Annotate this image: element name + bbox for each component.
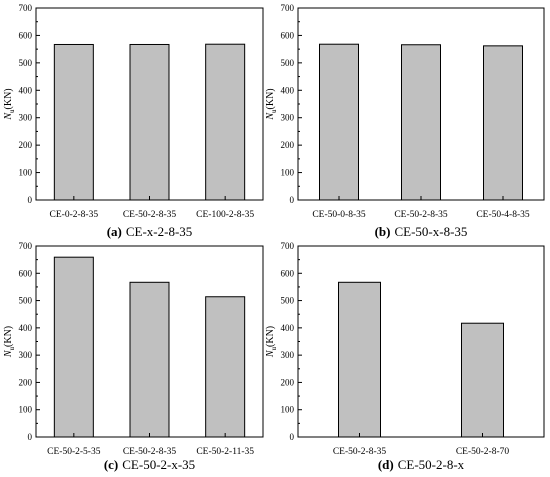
x-category-label: CE-50-0-8-35 <box>312 210 366 220</box>
bar-CE-50-2-11-35 <box>205 296 246 438</box>
x-category-label: CE-50-2-8-35 <box>123 447 177 457</box>
y-axis-label-symbol: N <box>265 112 276 121</box>
panel-caption-letter: (a) <box>107 224 122 239</box>
bar-CE-50-4-8-35 <box>483 45 523 201</box>
y-tick-label: 100 <box>19 405 33 415</box>
y-tick-label: 700 <box>19 3 33 13</box>
y-tick-label: 0 <box>290 195 295 205</box>
y-tick-label: 300 <box>19 350 33 360</box>
y-axis-label: Nu(KN) <box>265 326 278 358</box>
y-tick-label: 600 <box>19 30 33 40</box>
y-axis-label: Nu(KN) <box>3 88 16 120</box>
y-axis-label-symbol: N <box>3 349 14 358</box>
y-tick-label: 200 <box>281 377 295 387</box>
y-tick-label: 200 <box>19 377 33 387</box>
y-axis-label-subscript: u <box>270 109 278 113</box>
x-category-label: CE-50-2-8-35 <box>123 210 177 220</box>
y-tick-label: 400 <box>19 85 33 95</box>
x-category-label: CE-50-2-8-70 <box>456 447 510 457</box>
y-tick-label: 100 <box>19 168 33 178</box>
bar-CE-50-2-8-35 <box>129 43 170 201</box>
y-tick-label: 500 <box>281 296 295 306</box>
y-tick-label: 500 <box>19 296 33 306</box>
y-tick-label: 500 <box>281 58 295 68</box>
bar-CE-50-2-8-35 <box>401 44 441 201</box>
y-tick-label: 600 <box>281 30 295 40</box>
y-tick-label: 400 <box>281 323 295 333</box>
chart-panel-3: 0 100 200 300 400 500 600 700 Nu(KN) CE-50-2-5-35… <box>3 241 264 472</box>
panel-caption-letter: (b) <box>375 224 391 239</box>
panel-caption: (b) CE-50-x-8-35 <box>375 224 468 239</box>
y-axis-label-symbol: N <box>3 112 14 121</box>
y-axis-label: Nu(KN) <box>265 88 278 120</box>
y-axis-label-subscript: u <box>270 346 278 350</box>
y-axis-label-unit: (KN) <box>265 88 276 109</box>
x-category-label: CE-50-2-5-35 <box>47 447 101 457</box>
x-category-label: CE-50-2-8-35 <box>394 210 448 220</box>
panel-caption-text: CE-50-x-8-35 <box>394 224 467 239</box>
y-tick-label: 300 <box>281 350 295 360</box>
y-tick-label: 100 <box>281 405 295 415</box>
y-axis-label-subscript: u <box>8 346 16 350</box>
panel-caption-text: CE-x-2-8-35 <box>126 224 192 239</box>
panel-caption: (a) CE-x-2-8-35 <box>107 224 193 239</box>
chart-panel-2: 0 100 200 300 400 500 600 700 Nu(KN) CE-50-0-8-35… <box>265 3 545 239</box>
chart-panel-1: 0 100 200 300 400 500 600 700 Nu(KN) CE-0-2-8-35 C… <box>3 3 264 239</box>
panel-caption-text: CE-50-2-x-35 <box>122 457 195 472</box>
bar-CE-50-2-8-35 <box>129 281 170 438</box>
y-tick-label: 500 <box>19 58 33 68</box>
panel-caption-letter: (c) <box>104 457 118 472</box>
y-tick-label: 0 <box>28 195 33 205</box>
y-tick-label: 700 <box>281 241 295 251</box>
y-axis-label-unit: (KN) <box>3 88 14 109</box>
y-tick-label: 0 <box>28 432 33 442</box>
x-category-label: CE-100-2-8-35 <box>196 210 254 220</box>
bar-CE-50-2-5-35 <box>53 256 94 438</box>
y-tick-label: 300 <box>281 113 295 123</box>
y-tick-label: 300 <box>19 113 33 123</box>
chart-panel-4: 0 100 200 300 400 500 600 700 Nu(KN) CE-50-2-8-35… <box>265 241 545 472</box>
panel-caption-text: CE-50-2-8-x <box>398 457 465 472</box>
x-category-label: CE-50-4-8-35 <box>476 210 530 220</box>
panel-caption-letter: (d) <box>378 457 394 472</box>
y-tick-label: 700 <box>19 241 33 251</box>
y-tick-label: 600 <box>281 268 295 278</box>
x-category-label: CE-50-2-8-35 <box>333 447 387 457</box>
bar-CE-50-2-8-70 <box>461 322 504 438</box>
panel-caption: (d) CE-50-2-8-x <box>378 457 465 472</box>
x-category-label: CE-50-2-11-35 <box>196 447 254 457</box>
panel-caption: (c) CE-50-2-x-35 <box>104 457 195 472</box>
y-tick-label: 0 <box>290 432 295 442</box>
bar-CE-0-2-8-35 <box>53 43 94 201</box>
bar-CE-50-2-8-35 <box>338 281 381 438</box>
y-tick-label: 400 <box>281 85 295 95</box>
bar-CE-50-0-8-35 <box>319 43 359 201</box>
x-category-label: CE-0-2-8-35 <box>50 210 99 220</box>
y-tick-label: 600 <box>19 268 33 278</box>
plot-frame <box>297 245 545 438</box>
y-axis-label-unit: (KN) <box>3 326 14 347</box>
y-axis-label-subscript: u <box>8 109 16 113</box>
y-tick-label: 400 <box>19 323 33 333</box>
y-tick-label: 200 <box>19 140 33 150</box>
y-tick-label: 100 <box>281 168 295 178</box>
y-tick-label: 700 <box>281 3 295 13</box>
y-axis-label: Nu(KN) <box>3 326 16 358</box>
y-axis-label-unit: (KN) <box>265 326 276 347</box>
y-tick-label: 200 <box>281 140 295 150</box>
bar-CE-100-2-8-35 <box>205 43 246 201</box>
y-axis-label-symbol: N <box>265 349 276 358</box>
